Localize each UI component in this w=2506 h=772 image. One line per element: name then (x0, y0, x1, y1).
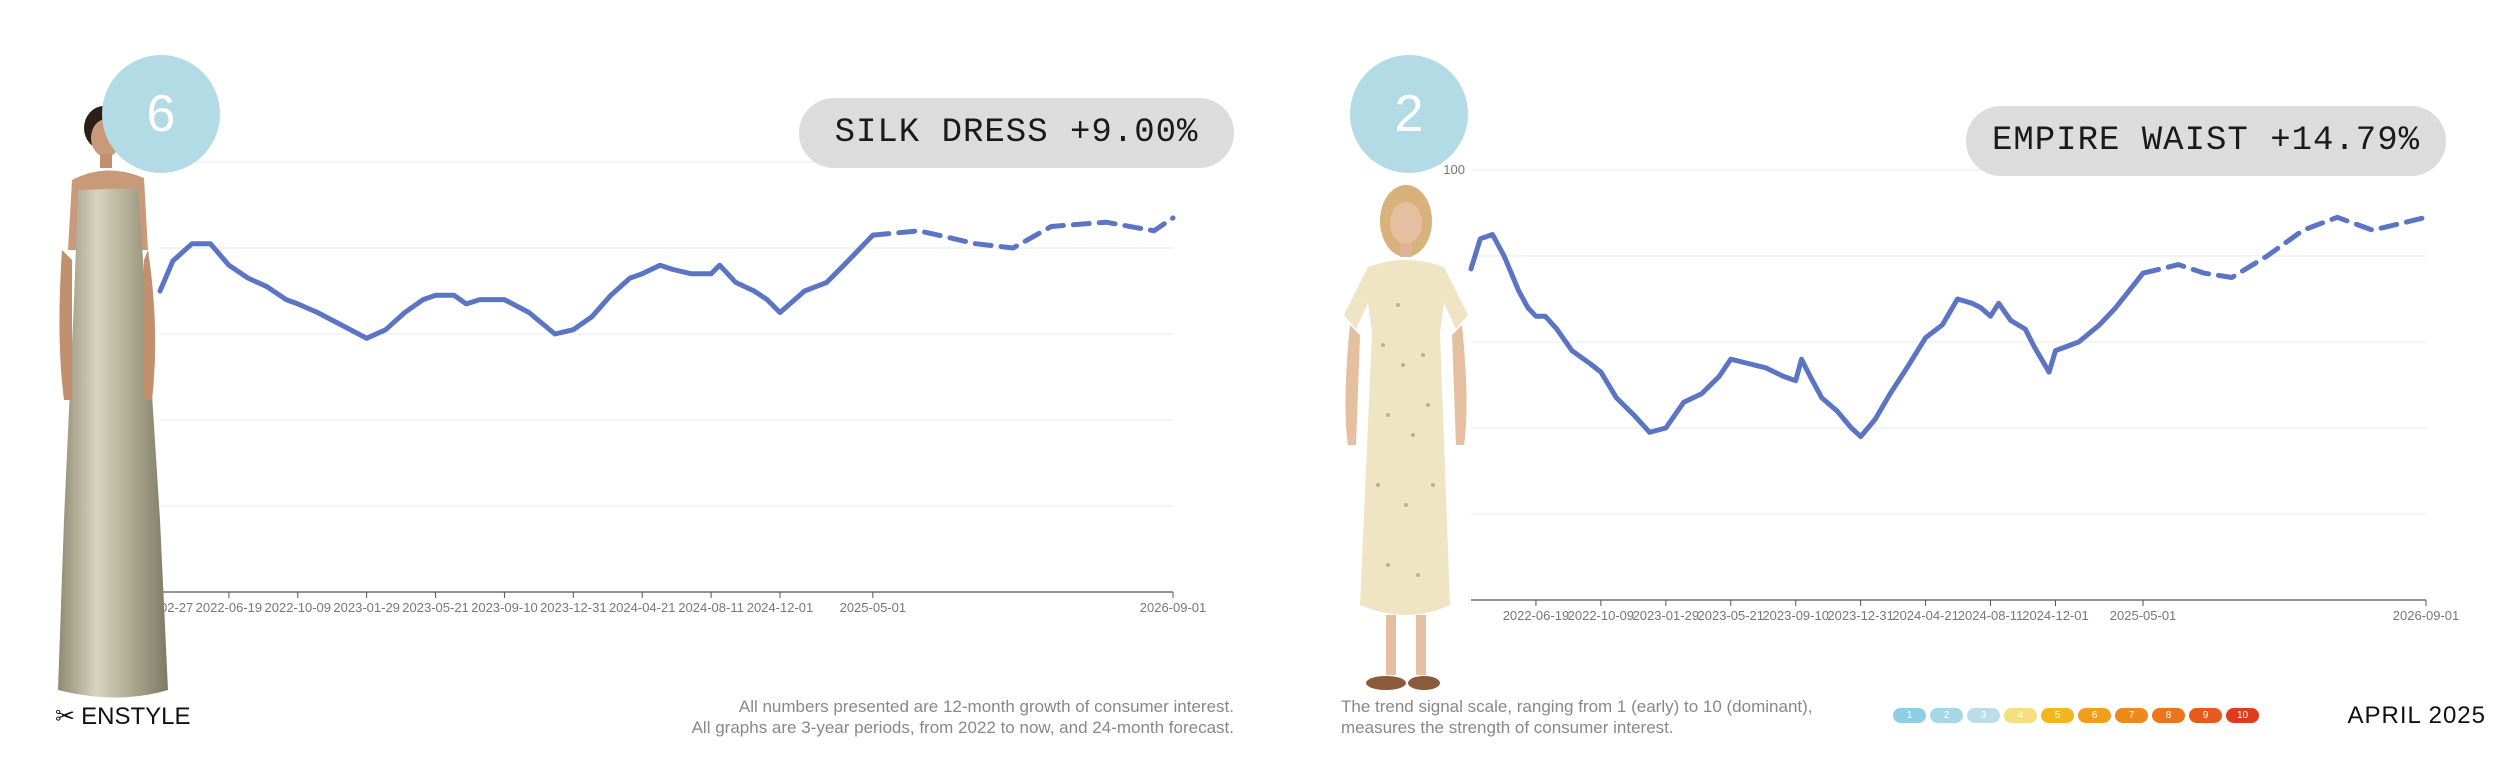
scale-chip-10: 10 (2226, 708, 2259, 723)
x-tick-label: 2023-09-10 (471, 600, 538, 615)
scale-chip-3: 3 (1967, 708, 2000, 723)
methodology-note: All numbers presented are 12-month growt… (692, 696, 1234, 738)
x-tick-label: 2024-08-11 (1958, 608, 2024, 623)
x-tick-label: 2026-09-01 (1140, 600, 1207, 615)
trend-title-pill: EMPIRE WAIST +14.79% (1966, 106, 2446, 176)
scissors-icon: ✂ (55, 703, 76, 730)
trend-line (157, 232, 876, 341)
x-tick-label: 2023-09-10 (1762, 608, 1829, 623)
y-tick-label: 100 (1443, 162, 1465, 177)
x-tick-label: 2024-08-11 (678, 600, 744, 615)
scale-chip-8: 8 (2152, 708, 2185, 723)
empire-waist-chart: 2022-06-192022-10-092023-01-292023-05-21… (1443, 162, 2460, 623)
x-tick-label: 2022-06-19 (1503, 608, 1570, 623)
scale-chip-2: 2 (1930, 708, 1963, 723)
x-tick-label: 2023-12-31 (1827, 608, 1894, 623)
scale-chip-6: 6 (2078, 708, 2111, 723)
x-tick-label: 2026-09-01 (2393, 608, 2460, 623)
scale-chip-4: 4 (2004, 708, 2037, 723)
x-tick-label: 2024-12-01 (747, 600, 814, 615)
brand-name: ENSTYLE (81, 702, 191, 730)
trend-signal-scale: 1 2 3 4 5 6 7 8 9 10 (1893, 708, 2259, 723)
forecast-line (2140, 214, 2429, 280)
scale-chip-7: 7 (2115, 708, 2148, 723)
x-tick-label: 2024-12-01 (2022, 608, 2089, 623)
trend-line (1468, 232, 2146, 440)
x-tick-label: 2023-01-29 (1633, 608, 1700, 623)
report-date: APRIL 2025 (2347, 702, 2486, 729)
methodology-note-line-1: All numbers presented are 12-month growt… (738, 697, 1234, 716)
scale-chip-5: 5 (2041, 708, 2074, 723)
trend-title-pill: SILK DRESS +9.00% (799, 98, 1234, 168)
x-tick-label: 2024-04-21 (1892, 608, 1959, 623)
scale-chip-9: 9 (2189, 708, 2222, 723)
x-tick-label: 2023-05-21 (1698, 608, 1765, 623)
forecast-line (870, 215, 1176, 251)
trend-panel-silk-dress: 2022-02-272022-06-192022-10-092023-01-29… (48, 55, 1234, 738)
methodology-note-line-2: All graphs are 3-year periods, from 2022… (691, 718, 1234, 737)
silk-dress-chart: 2022-02-272022-06-192022-10-092023-01-29… (127, 161, 1207, 615)
rank-badge: 6 (102, 55, 220, 173)
x-tick-label: 2022-10-09 (265, 600, 332, 615)
trend-panel-empire-waist: 2022-06-19 2022-10-09 2023-01-29 2023-05-21… (1253, 0, 2506, 772)
x-tick-label: 2024-04-21 (609, 600, 676, 615)
x-tick-label: 2022-10-09 (1568, 608, 1635, 623)
brand-logo: ✂ ENSTYLE (55, 702, 190, 731)
x-tick-label: 2025-05-01 (840, 600, 907, 615)
x-tick-label: 2025-05-01 (2110, 608, 2177, 623)
trend-scale-note-line-1: The trend signal scale, ranging from 1 (… (1341, 697, 1813, 716)
silk-dress-model-image (48, 100, 208, 705)
x-tick-label: 2022-06-19 (196, 600, 263, 615)
x-tick-label: 2023-05-21 (402, 600, 469, 615)
x-tick-label: 2023-01-29 (333, 600, 400, 615)
empire-waist-model-image (1328, 185, 1488, 700)
scale-chip-1: 1 (1893, 708, 1926, 723)
trend-scale-note: The trend signal scale, ranging from 1 (… (1341, 696, 1813, 738)
x-tick-label: 2023-12-31 (540, 600, 607, 615)
rank-badge: 2 (1350, 55, 1468, 173)
trend-scale-note-line-2: measures the strength of consumer intere… (1341, 718, 1674, 737)
